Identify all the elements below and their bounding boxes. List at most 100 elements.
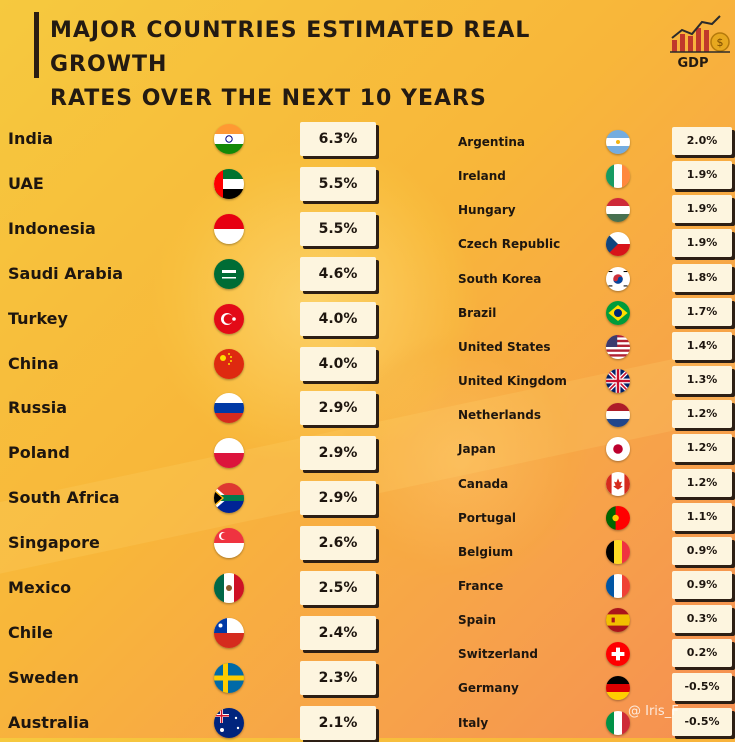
- country-name: Chile: [8, 622, 53, 642]
- country-name: Singapore: [8, 533, 100, 553]
- indonesia-flag-icon: [214, 213, 244, 244]
- country-name: Japan: [458, 442, 496, 457]
- growth-rate-value: -0.5%: [672, 673, 732, 702]
- growth-rate-value: 1.9%: [672, 195, 732, 224]
- growth-rate-value: 4.6%: [300, 256, 376, 291]
- singapore-flag-icon: [214, 528, 244, 559]
- australia-flag-icon: [214, 707, 244, 738]
- growth-rate-value: 2.4%: [300, 615, 376, 650]
- country-name: Russia: [8, 398, 68, 418]
- turkey-flag-icon: [214, 303, 244, 334]
- portugal-flag-icon: [606, 505, 630, 530]
- country-name: Switzerland: [458, 647, 538, 662]
- title-accent-bar: [34, 12, 39, 78]
- canada-flag-icon: [606, 471, 630, 496]
- country-name: United Kingdom: [458, 374, 567, 389]
- country-name: United States: [458, 339, 551, 354]
- country-name: Argentina: [458, 135, 525, 149]
- chart-title: MAJOR COUNTRIES ESTIMATED REAL GROWTH RA…: [50, 14, 650, 116]
- country-name: South Africa: [8, 488, 120, 508]
- country-name: Spain: [458, 613, 496, 628]
- gdp-logo-label: GDP: [677, 56, 709, 71]
- country-name: Ireland: [458, 169, 506, 184]
- japan-flag-icon: [606, 437, 630, 462]
- country-name: Brazil: [458, 305, 497, 320]
- argentina-flag-icon: [606, 130, 630, 154]
- uae-flag-icon: [214, 168, 244, 199]
- france-flag-icon: [606, 573, 630, 598]
- growth-rate-value: 2.9%: [300, 391, 376, 426]
- title-line-1: MAJOR COUNTRIES ESTIMATED REAL GROWTH: [50, 18, 531, 77]
- growth-rate-value: 0.3%: [672, 605, 732, 634]
- country-name: Germany: [458, 681, 519, 696]
- south-korea-flag-icon: [606, 266, 630, 291]
- country-name: Turkey: [8, 308, 68, 328]
- country-name: Mexico: [8, 578, 72, 597]
- mexico-flag-icon: [214, 573, 244, 603]
- growth-rate-value: 0.9%: [672, 536, 732, 565]
- svg-text:$: $: [717, 36, 724, 49]
- united-states-flag-icon: [606, 334, 630, 359]
- country-name: South Korea: [458, 271, 542, 286]
- country-name: China: [8, 353, 59, 373]
- hungary-flag-icon: [606, 198, 630, 223]
- gdp-chart-icon: $: [670, 15, 730, 53]
- gdp-logo: $ GDP: [668, 12, 732, 74]
- growth-rate-value: 1.2%: [672, 468, 732, 497]
- country-name: India: [8, 129, 54, 148]
- growth-rate-value: 0.2%: [672, 639, 732, 668]
- country-name: Portugal: [458, 510, 517, 525]
- growth-rate-value: 1.8%: [672, 263, 732, 292]
- czech-republic-flag-icon: [606, 232, 630, 257]
- growth-rate-value: 1.2%: [672, 434, 732, 463]
- growth-rate-value: 2.9%: [300, 436, 376, 471]
- growth-rate-value: 4.0%: [300, 301, 376, 336]
- brazil-flag-icon: [606, 300, 630, 325]
- sweden-flag-icon: [214, 662, 244, 693]
- growth-rate-value: 5.5%: [300, 211, 376, 246]
- growth-rate-value: 5.5%: [300, 166, 376, 201]
- germany-flag-icon: [606, 676, 630, 701]
- title-line-2: RATES OVER THE NEXT 10 YEARS: [50, 86, 487, 111]
- watermark-text: @ Iris_F: [628, 704, 679, 719]
- growth-rate-value: 1.9%: [672, 229, 732, 258]
- chile-flag-icon: [214, 617, 244, 648]
- poland-flag-icon: [214, 438, 244, 469]
- india-flag-icon: [214, 124, 244, 154]
- country-name: France: [458, 578, 504, 593]
- growth-rate-value: 1.4%: [672, 331, 732, 360]
- country-name: Saudi Arabia: [8, 263, 124, 283]
- growth-rate-value: 2.0%: [672, 127, 732, 155]
- country-name: Italy: [458, 715, 489, 730]
- china-flag-icon: [214, 348, 244, 379]
- growth-rate-value: 1.7%: [672, 297, 732, 326]
- country-name: Belgium: [458, 544, 514, 559]
- country-name: Czech Republic: [458, 237, 561, 252]
- growth-rate-value: 2.6%: [300, 526, 376, 561]
- ireland-flag-icon: [606, 164, 630, 189]
- country-name: Netherlands: [458, 408, 542, 423]
- spain-flag-icon: [606, 608, 630, 633]
- growth-rate-value: -0.5%: [672, 707, 732, 736]
- growth-rate-value: 2.5%: [300, 571, 376, 605]
- growth-rate-value: 2.1%: [300, 705, 376, 740]
- growth-rate-value: 0.9%: [672, 570, 732, 599]
- growth-rate-value: 2.9%: [300, 481, 376, 516]
- growth-rate-value: 1.3%: [672, 366, 732, 395]
- netherlands-flag-icon: [606, 403, 630, 428]
- growth-rate-value: 2.3%: [300, 660, 376, 695]
- growth-rate-value: 1.1%: [672, 502, 732, 531]
- belgium-flag-icon: [606, 539, 630, 564]
- south-africa-flag-icon: [214, 483, 244, 514]
- country-name: Poland: [8, 443, 70, 463]
- country-name: Hungary: [458, 203, 516, 218]
- growth-rate-value: 1.2%: [672, 400, 732, 429]
- country-name: Indonesia: [8, 218, 96, 238]
- growth-rate-value: 1.9%: [672, 161, 732, 190]
- country-name: UAE: [8, 173, 44, 193]
- growth-rate-value: 6.3%: [300, 122, 376, 156]
- united-kingdom-flag-icon: [606, 369, 630, 394]
- russia-flag-icon: [214, 393, 244, 424]
- country-name: Canada: [458, 476, 509, 491]
- growth-rate-value: 4.0%: [300, 346, 376, 381]
